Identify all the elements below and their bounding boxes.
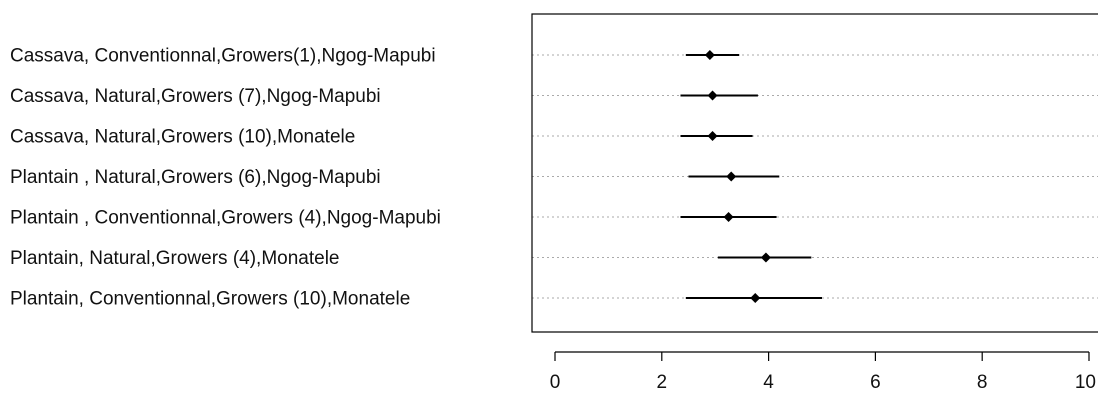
x-tick-label: 4 — [763, 372, 774, 393]
point-marker — [760, 252, 771, 263]
point-marker — [726, 171, 737, 182]
interval-series — [680, 54, 822, 299]
row-label: Cassava, Natural,Growers (10),Monatele — [10, 127, 355, 148]
point-series — [704, 50, 771, 303]
point-marker — [704, 50, 715, 60]
row-label: Plantain, Natural,Growers (4),Monatele — [10, 248, 339, 269]
plot-frame — [531, 13, 1098, 333]
x-tick-label: 8 — [977, 372, 988, 393]
row-label: Plantain , Conventionnal,Growers (4),Ngo… — [10, 208, 441, 229]
gridlines — [532, 54, 1098, 299]
x-tick-label: 6 — [870, 372, 881, 393]
row-label: Plantain , Natural,Growers (6),Ngog-Mapu… — [10, 167, 381, 188]
x-tick-label: 2 — [657, 372, 668, 393]
x-axis: 0 2 4 6 8 10 — [550, 351, 1096, 393]
row-label: Cassava, Natural,Growers (7),Ngog-Mapubi — [10, 86, 381, 107]
row-labels: Cassava, Conventionnal,Growers(1),Ngog-M… — [10, 46, 441, 310]
row-label: Plantain, Conventionnal,Growers (10),Mon… — [10, 289, 410, 310]
x-tick-label: 10 — [1075, 372, 1096, 393]
point-marker — [707, 90, 718, 101]
x-tick-label: 0 — [550, 372, 561, 393]
point-marker — [707, 131, 718, 141]
row-label: Cassava, Conventionnal,Growers(1),Ngog-M… — [10, 46, 436, 67]
point-marker — [723, 212, 734, 222]
point-marker — [750, 293, 761, 303]
